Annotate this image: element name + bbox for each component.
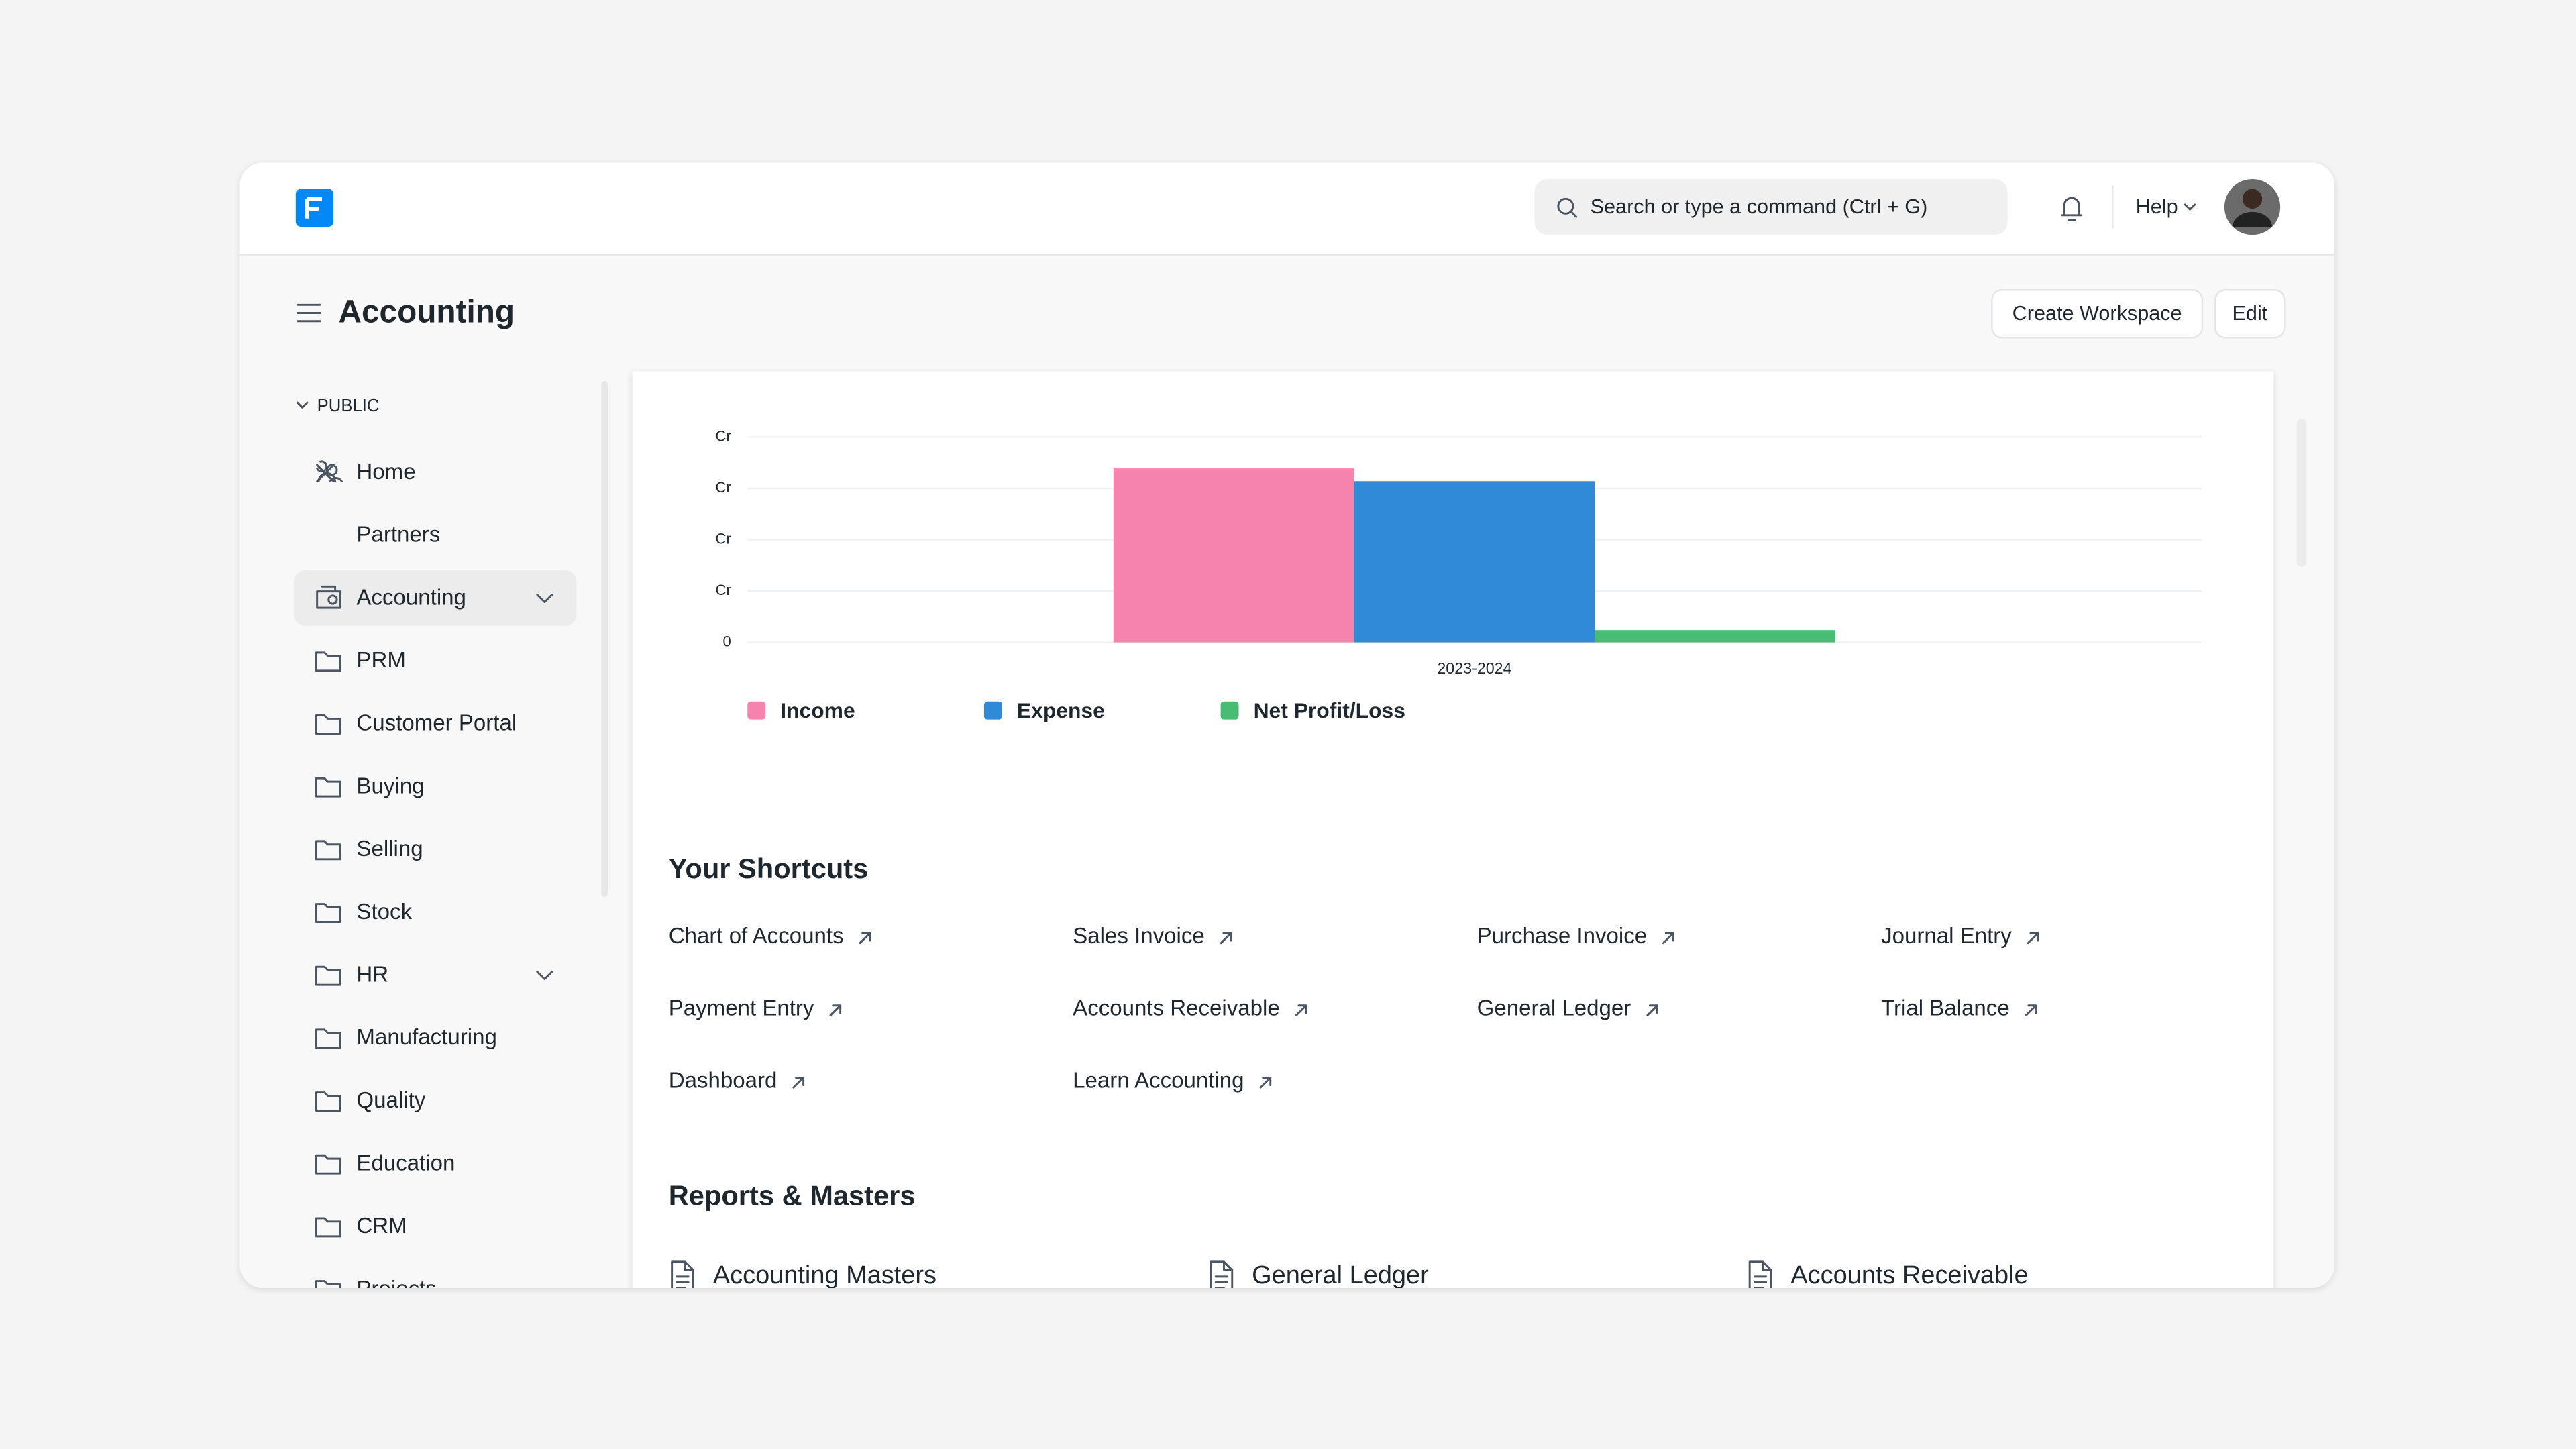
external-arrow	[2027, 932, 2039, 945]
sidebar-icon	[316, 585, 341, 609]
y-tick-label: Cr	[716, 582, 731, 598]
main-scrollbar	[2296, 419, 2307, 567]
y-tick-label: Cr	[716, 530, 731, 547]
shortcut-link[interactable]: Chart of Accounts	[669, 924, 844, 949]
search-box[interactable]	[1534, 178, 2008, 235]
report-card[interactable]: General Ledger	[1252, 1261, 1429, 1289]
report-icon	[1210, 1260, 1234, 1288]
sidebar-icon	[315, 1217, 341, 1238]
sidebar-item[interactable]: Partners	[356, 523, 440, 547]
legend-label: Income	[780, 698, 855, 722]
avatar-face	[2242, 189, 2263, 209]
sidebar-icon	[315, 903, 341, 923]
sidebar-icon	[315, 777, 341, 798]
shortcut-link[interactable]: Accounts Receivable	[1073, 996, 1280, 1021]
sidebar-item[interactable]: Customer Portal	[356, 711, 517, 736]
sidebar-icon	[315, 714, 341, 735]
section-title: Reports & Masters	[669, 1179, 916, 1211]
external-arrow	[2025, 1004, 2037, 1016]
bar	[1113, 468, 1354, 643]
shortcut-link[interactable]: Purchase Invoice	[1477, 924, 1648, 949]
logo-mark	[305, 197, 322, 219]
y-tick-label: Cr	[716, 479, 731, 496]
sidebar-active	[294, 570, 577, 627]
search-icon	[1557, 197, 1574, 215]
y-tick-label: Cr	[716, 427, 731, 444]
sidebar-item[interactable]: Buying	[356, 773, 424, 798]
legend-label: Net Profit/Loss	[1254, 698, 1405, 722]
help-menu[interactable]: Help	[2136, 195, 2178, 218]
sidebar-item[interactable]: Manufacturing	[356, 1025, 496, 1050]
create-workspace-label: Create Workspace	[2012, 302, 2182, 325]
section-title: Your Shortcuts	[669, 853, 869, 884]
sidebar-item[interactable]: Quality	[356, 1088, 425, 1113]
avatar-body	[2233, 211, 2272, 227]
edit-label: Edit	[2233, 302, 2268, 325]
sidebar-item[interactable]: HR	[356, 962, 388, 987]
external-arrow	[1295, 1004, 1307, 1016]
sidebar-items: Home Partners Accounting PRM Customer Portal…	[315, 460, 553, 1301]
external-arrow	[859, 932, 871, 945]
report-card[interactable]: Accounts Receivable	[1790, 1261, 2028, 1289]
search-icon-handle	[1570, 211, 1578, 218]
shortcut-link[interactable]: Payment Entry	[669, 996, 814, 1021]
help-chevron	[2184, 203, 2196, 211]
navbar	[239, 162, 2334, 255]
y-tick-label: 0	[723, 633, 731, 649]
bar	[1595, 630, 1836, 643]
bar	[1354, 481, 1595, 643]
sidebar-item[interactable]: CRM	[356, 1214, 407, 1238]
sidebar-icon	[315, 1091, 341, 1112]
legend-label: Expense	[1017, 698, 1105, 722]
sidebar-item[interactable]: Selling	[356, 837, 423, 861]
sidebar-icon	[315, 965, 341, 986]
sidebar-item[interactable]: Accounting	[356, 585, 466, 610]
external-arrow	[1220, 932, 1232, 945]
shortcut-link[interactable]: Sales Invoice	[1073, 924, 1205, 949]
sidebar-item[interactable]: PRM	[356, 648, 405, 673]
workspace-content: 0 Cr Cr Cr Cr 2023-2024 Income Expense Net Profi…	[669, 427, 2202, 1289]
sidebar-scrollbar	[601, 381, 608, 898]
sidebar-icon	[317, 464, 343, 483]
sidebar-item[interactable]: Projects	[356, 1277, 436, 1301]
sidebar-item[interactable]: Education	[356, 1150, 455, 1175]
create-workspace-button[interactable]	[1991, 289, 2204, 339]
shortcut-link[interactable]: General Ledger	[1477, 996, 1631, 1021]
app: Search or type a command (Ctrl + G) Help…	[239, 162, 2334, 1301]
external-arrow	[829, 1004, 842, 1016]
search-placeholder: Search or type a command (Ctrl + G)	[1591, 195, 1928, 218]
external-arrow	[792, 1077, 805, 1089]
legend-swatch	[983, 701, 1002, 720]
external-arrow	[1662, 932, 1674, 945]
shortcut-link[interactable]: Trial Balance	[1881, 996, 2010, 1021]
shortcut-link[interactable]: Dashboard	[669, 1068, 777, 1093]
x-tick-label: 2023-2024	[1437, 659, 1511, 677]
report-icon	[1748, 1260, 1772, 1288]
sidebar-icon	[315, 1280, 341, 1288]
edit-button[interactable]	[2214, 289, 2286, 339]
sidebar-icon	[315, 840, 341, 861]
sidebar-item[interactable]: Stock	[356, 900, 412, 924]
section-chevron[interactable]	[296, 401, 309, 409]
sidebar-chevron[interactable]	[536, 971, 553, 981]
legend-swatch	[1220, 701, 1239, 720]
sidebar-icon	[315, 651, 341, 672]
sidebar-icon	[315, 1028, 341, 1049]
sidebar-icon	[315, 1154, 341, 1175]
sidebar-section: PUBLIC	[317, 396, 380, 415]
external-arrow	[1646, 1004, 1658, 1016]
legend-swatch	[747, 701, 766, 720]
sidebar-item[interactable]: Home	[356, 460, 415, 484]
shortcut-link[interactable]: Learn Accounting	[1073, 1068, 1244, 1093]
bell-icon[interactable]	[2061, 197, 2083, 221]
page-title: Accounting	[338, 294, 515, 329]
sidebar-toggle[interactable]	[296, 303, 322, 323]
shortcut-link[interactable]: Journal Entry	[1881, 924, 2012, 949]
report-card[interactable]: Accounting Masters	[713, 1261, 936, 1289]
report-icon	[671, 1260, 694, 1288]
sidebar-chevron[interactable]	[536, 594, 553, 604]
external-arrow	[1259, 1077, 1272, 1089]
